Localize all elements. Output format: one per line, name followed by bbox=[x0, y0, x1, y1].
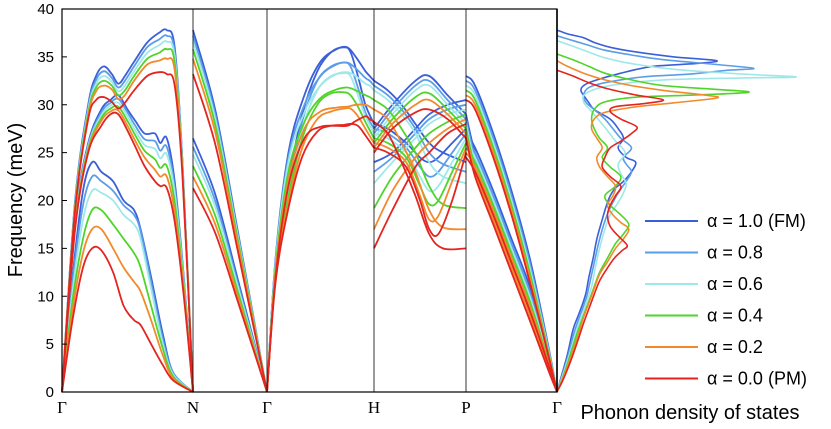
y-tick-label: 15 bbox=[37, 240, 54, 257]
dispersion-curves bbox=[61, 28, 558, 393]
y-axis-title: Frequency (meV) bbox=[5, 123, 27, 278]
legend: α = 1.0 (FM) α = 0.8 α = 0.6 α = 0.4 α = 0.2… bbox=[645, 211, 807, 389]
band-gamma-h bbox=[266, 86, 375, 393]
band-h-p bbox=[373, 98, 467, 149]
band-h-p bbox=[373, 108, 467, 184]
y-tick-label: 35 bbox=[37, 49, 54, 66]
band-h-p bbox=[373, 89, 467, 185]
band-gamma-h bbox=[266, 91, 375, 393]
legend-label: α = 0.6 bbox=[707, 274, 763, 294]
y-axis-ticks: 0 5 10 15 20 25 30 35 40 bbox=[37, 1, 67, 401]
y-tick-label: 30 bbox=[37, 97, 54, 114]
k-point-label: Γ bbox=[262, 398, 272, 417]
band-h-p bbox=[373, 108, 467, 154]
k-point-label: P bbox=[461, 398, 470, 417]
series-0 bbox=[61, 28, 558, 393]
band-h-p bbox=[373, 123, 467, 164]
band-gamma-n bbox=[61, 225, 194, 393]
band-gamma-n bbox=[61, 206, 194, 393]
band-gamma-n bbox=[61, 71, 194, 393]
dos-series-5 bbox=[556, 69, 665, 393]
band-h-p bbox=[373, 118, 467, 230]
band-p-gamma bbox=[465, 156, 558, 393]
legend-label: α = 1.0 (FM) bbox=[707, 211, 806, 231]
y-tick-label: 5 bbox=[46, 336, 54, 353]
band-h-p bbox=[373, 132, 467, 193]
legend-label: α = 0.8 bbox=[707, 243, 763, 263]
band-h-p bbox=[373, 142, 467, 223]
y-tick-label: 10 bbox=[37, 288, 54, 305]
band-h-p bbox=[373, 91, 467, 144]
band-h-p bbox=[373, 83, 467, 139]
y-tick-label: 0 bbox=[46, 384, 54, 401]
band-p-gamma bbox=[465, 99, 558, 393]
dos-series-4 bbox=[556, 60, 720, 393]
dos-series-1 bbox=[556, 35, 755, 393]
band-h-p bbox=[373, 80, 467, 164]
band-gamma-h bbox=[266, 115, 375, 393]
band-gamma-n bbox=[61, 245, 194, 393]
band-h-p bbox=[373, 103, 467, 173]
band-h-p bbox=[373, 146, 467, 237]
dos-series-2 bbox=[556, 39, 798, 393]
y-tick-label: 25 bbox=[37, 145, 54, 162]
band-n-gamma bbox=[192, 187, 268, 393]
legend-label: α = 0.0 (PM) bbox=[707, 369, 807, 389]
k-point-label: H bbox=[368, 398, 380, 417]
k-point-label: Γ bbox=[57, 398, 67, 417]
series-5 bbox=[61, 71, 558, 393]
band-h-p bbox=[373, 123, 467, 249]
band-gamma-n bbox=[61, 111, 194, 393]
y-tick-label: 20 bbox=[37, 193, 54, 210]
legend-label: α = 0.2 bbox=[707, 337, 763, 357]
band-gamma-h bbox=[266, 106, 375, 393]
band-p-gamma bbox=[465, 138, 558, 393]
legend-label: α = 0.4 bbox=[707, 306, 763, 326]
band-h-p bbox=[373, 74, 467, 130]
band-gamma-h bbox=[266, 103, 375, 393]
band-h-p bbox=[373, 84, 467, 173]
y-tick-label: 40 bbox=[37, 1, 54, 18]
band-gamma-n bbox=[61, 160, 194, 393]
band-gamma-n bbox=[61, 174, 194, 393]
dos-axis-title: Phonon density of states bbox=[580, 402, 799, 424]
band-n-gamma bbox=[192, 73, 268, 393]
k-point-label: N bbox=[187, 398, 199, 417]
dos-series-0 bbox=[556, 29, 718, 393]
band-gamma-h bbox=[266, 122, 375, 393]
dos-curves bbox=[556, 29, 798, 393]
k-point-label: Γ bbox=[552, 398, 562, 417]
band-gamma-n bbox=[61, 188, 194, 393]
